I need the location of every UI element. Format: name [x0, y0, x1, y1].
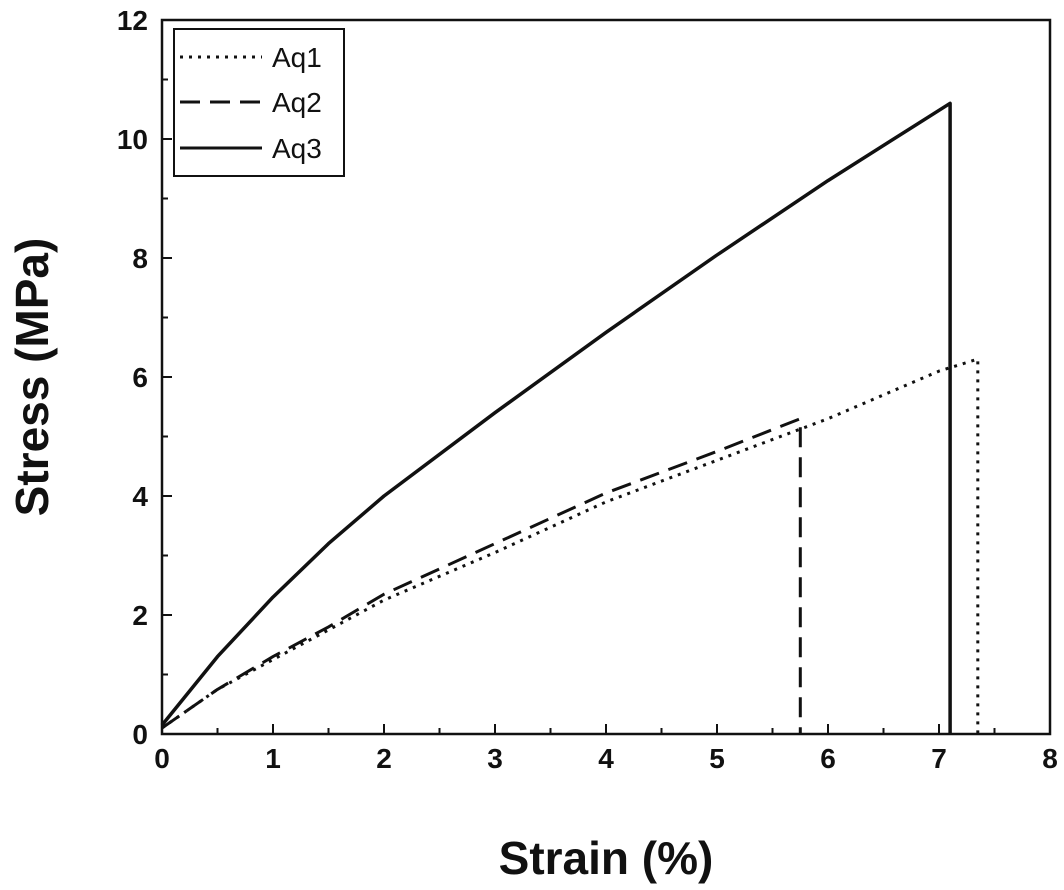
x-tick-label: 6	[820, 743, 836, 774]
series-aq1-line	[161, 357, 980, 734]
legend-label-aq2: Aq2	[272, 87, 322, 118]
legend: Aq1 Aq2 Aq3	[173, 28, 345, 177]
x-tick-label: 7	[931, 743, 947, 774]
y-tick-label: 0	[132, 719, 148, 750]
y-tick-labels: 0 2 4 6 8 10 12	[117, 5, 149, 750]
x-axis-title: Strain (%)	[499, 832, 714, 884]
series-aq3-line	[160, 101, 952, 734]
x-tick-label: 8	[1042, 743, 1058, 774]
y-tick-label: 6	[132, 362, 148, 393]
x-tick-label: 1	[265, 743, 281, 774]
y-tick-label: 8	[132, 243, 148, 274]
x-tick-label: 5	[709, 743, 725, 774]
y-tick-label: 2	[132, 600, 148, 631]
legend-label-aq1: Aq1	[272, 42, 322, 73]
x-tick-label: 0	[154, 743, 170, 774]
series-aq2-line	[161, 417, 802, 734]
x-tick-label: 3	[487, 743, 503, 774]
y-axis-title: Stress (MPa)	[6, 238, 58, 517]
y-tick-label: 4	[132, 481, 148, 512]
x-tick-label: 4	[598, 743, 614, 774]
legend-label-aq3: Aq3	[272, 133, 322, 164]
x-tick-label: 2	[376, 743, 392, 774]
x-tick-labels: 0 1 2 3 4 5 6 7 8	[154, 743, 1058, 774]
y-tick-label: 12	[117, 5, 148, 36]
axis-ticks	[161, 19, 1051, 735]
series-layer	[160, 101, 980, 734]
y-tick-label: 10	[117, 124, 148, 155]
